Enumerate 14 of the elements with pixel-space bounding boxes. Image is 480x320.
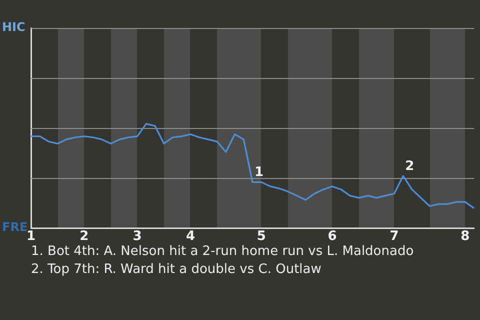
x-tick-label: 3	[132, 229, 142, 244]
annotation: 1	[254, 165, 264, 180]
x-tick-label: 7	[390, 229, 399, 244]
annotation: 2	[405, 158, 414, 174]
text: 1. Bot 4th: A. Nelson hit a 2-run home run vs L. Maldonado	[31, 243, 414, 261]
text: HIC	[2, 19, 26, 35]
x-tick-label: 1	[26, 229, 36, 244]
x-tick-label: 4	[186, 229, 196, 244]
x-tick-label: 8	[460, 229, 470, 244]
text: 2. Top 7th: R. Ward hit a double vs C. Outlaw	[31, 261, 322, 279]
x-tick-label: 2	[80, 229, 89, 244]
x-tick-label: 5	[256, 229, 266, 244]
x-tick-label: 6	[328, 229, 337, 244]
text: FRE	[2, 219, 28, 235]
